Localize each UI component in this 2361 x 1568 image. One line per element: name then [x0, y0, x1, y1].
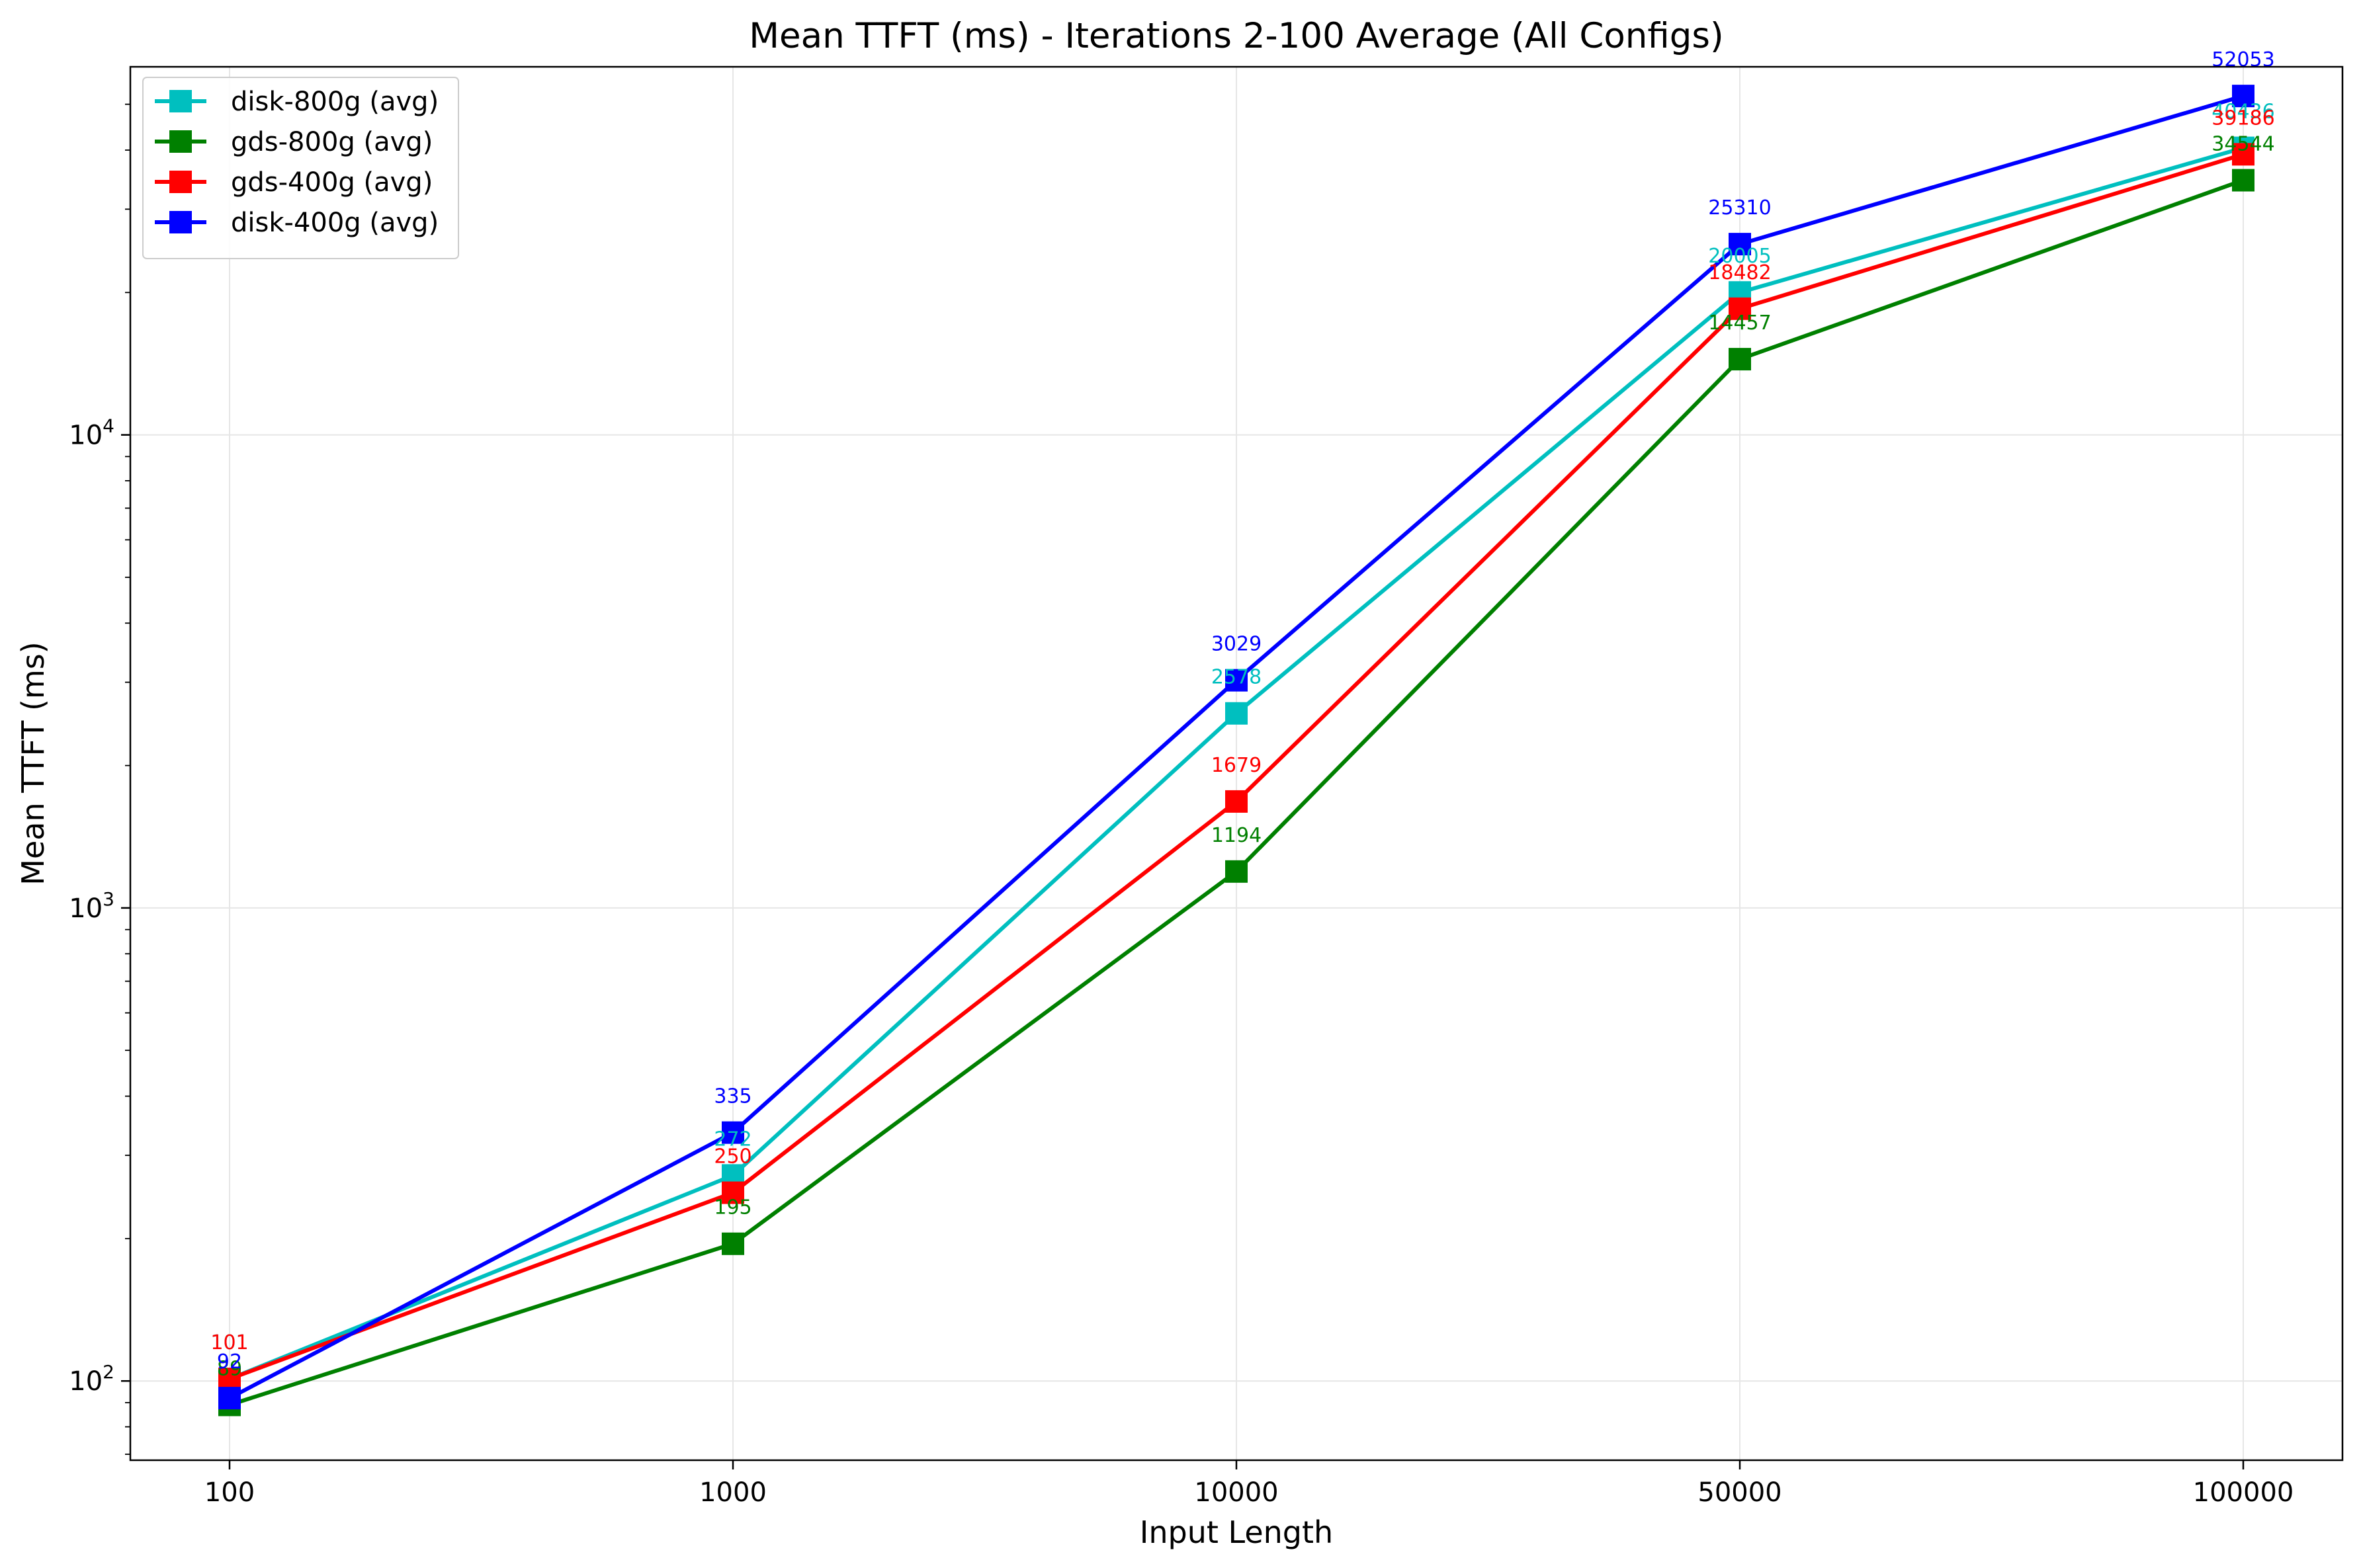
- series-marker: [1225, 669, 1248, 692]
- data-label: 14457: [1708, 311, 1771, 335]
- series-marker: [2232, 143, 2254, 166]
- series-marker: [1729, 348, 1751, 371]
- x-tick-label: 10000: [1194, 1477, 1278, 1508]
- legend-label: gds-400g (avg): [231, 167, 433, 198]
- x-tick-label: 100: [204, 1477, 255, 1508]
- data-label: 101: [210, 1331, 248, 1354]
- series-marker: [722, 1181, 744, 1204]
- series-marker: [1225, 702, 1248, 725]
- series-marker: [218, 1368, 241, 1391]
- data-label-layer: 101 272 2578 20005 40436 89 195 1194 14457 34544 1…: [210, 48, 2274, 1380]
- legend-swatch-marker: [169, 130, 192, 153]
- y-axis-label: Mean TTFT (ms): [15, 641, 51, 885]
- data-label: 18482: [1708, 261, 1771, 284]
- chart-title: Mean TTFT (ms) - Iterations 2-100 Averag…: [749, 16, 1723, 56]
- legend-box: [142, 77, 459, 259]
- y-tick-label: 104: [69, 415, 114, 451]
- axis-layer: 100 1000 10000 50000 100000 102 103 104: [69, 103, 2294, 1508]
- x-tick-label: 100000: [2193, 1477, 2294, 1508]
- legend-swatch-marker: [169, 211, 192, 233]
- legend-swatch-marker: [169, 90, 192, 112]
- series-marker: [722, 1232, 744, 1255]
- data-label: 92: [217, 1350, 242, 1374]
- data-label: 40436: [2211, 101, 2274, 124]
- data-label: 25310: [1708, 196, 1771, 220]
- series-marker: [218, 1387, 241, 1410]
- series-marker: [1729, 297, 1751, 320]
- series-marker: [1729, 233, 1751, 256]
- data-label: 1194: [1211, 824, 1262, 847]
- x-tick-label: 50000: [1697, 1477, 1781, 1508]
- series-marker: [722, 1121, 744, 1144]
- y-tick-label: 103: [69, 888, 114, 924]
- data-label: 3029: [1211, 633, 1262, 656]
- data-label: 101: [210, 1331, 248, 1354]
- series-marker: [1225, 790, 1248, 813]
- y-tick-label: 102: [69, 1361, 114, 1397]
- data-label: 195: [714, 1196, 751, 1219]
- legend-label: gds-800g (avg): [231, 127, 433, 157]
- data-label: 2578: [1211, 666, 1262, 689]
- series-layer: [218, 85, 2254, 1417]
- legend-swatch-marker: [169, 171, 192, 193]
- data-label: 1679: [1211, 754, 1262, 777]
- legend: disk-800g (avg) gds-800g (avg) gds-400g (a…: [142, 77, 459, 259]
- series-marker: [1225, 860, 1248, 883]
- data-label: 250: [714, 1145, 751, 1169]
- x-tick-label: 1000: [699, 1477, 767, 1508]
- series-marker: [2232, 85, 2254, 108]
- x-axis-label: Input Length: [1140, 1514, 1333, 1550]
- data-label: 20005: [1708, 245, 1771, 268]
- data-label: 272: [714, 1128, 751, 1151]
- series-marker: [2232, 169, 2254, 192]
- data-label: 89: [217, 1357, 242, 1380]
- data-label: 335: [714, 1085, 751, 1108]
- legend-label: disk-800g (avg): [231, 87, 439, 117]
- data-label: 34544: [2211, 133, 2274, 156]
- data-label: 39186: [2211, 106, 2274, 130]
- data-label: 52053: [2211, 48, 2274, 71]
- legend-label: disk-400g (avg): [231, 208, 439, 238]
